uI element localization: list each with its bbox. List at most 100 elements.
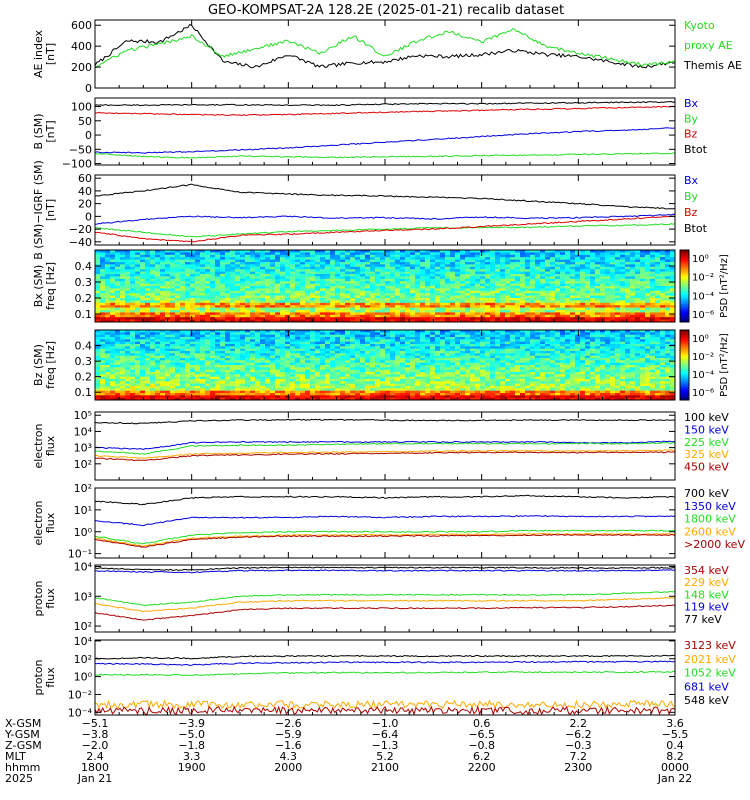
spectrogram-cell: [600, 264, 606, 268]
spectrogram-cell: [610, 257, 616, 260]
spectrogram-cell: [225, 252, 231, 256]
spectrogram-cell: [180, 250, 186, 253]
spectrogram-cell: [255, 383, 261, 387]
spectrogram-cell: [565, 269, 571, 272]
spectrogram-cell: [125, 271, 131, 275]
spectrogram-cell: [165, 355, 171, 359]
spectrogram-cell: [360, 283, 366, 287]
spectrogram-cell: [130, 266, 136, 270]
spectrogram-cell: [235, 393, 241, 396]
spectrogram-cell: [555, 259, 561, 263]
spectrogram-cell: [440, 259, 446, 263]
spectrogram-cell: [220, 269, 226, 272]
spectrogram-cell: [440, 319, 446, 323]
spectrogram-cell: [540, 317, 546, 320]
spectrogram-cell: [120, 341, 126, 345]
spectrogram-cell: [140, 257, 146, 260]
spectrogram-cell: [220, 358, 226, 361]
spectrogram-cell: [525, 319, 531, 323]
spectrogram-cell: [525, 290, 531, 294]
spectrogram-cell: [175, 307, 181, 311]
spectrogram-cell: [525, 317, 531, 320]
spectrogram-cell: [535, 250, 541, 253]
spectrogram-cell: [220, 312, 226, 316]
spectrogram-cell: [600, 300, 606, 304]
spectrogram-cell: [155, 369, 161, 373]
spectrogram-cell: [215, 254, 221, 258]
spectrogram-cell: [115, 332, 121, 336]
spectrogram-cell: [120, 319, 126, 323]
spectrogram-cell: [325, 310, 331, 313]
spectrogram-cell: [200, 319, 206, 323]
spectrogram-cell: [215, 388, 221, 392]
spectrogram-cell: [400, 305, 406, 308]
spectrogram-cell: [150, 353, 156, 357]
spectrogram-cell: [290, 314, 296, 318]
spectrogram-cell: [310, 262, 316, 265]
spectrogram-cell: [255, 295, 261, 299]
spectrogram-cell: [420, 257, 426, 260]
spectrogram-cell: [520, 295, 526, 299]
spectrogram-cell: [620, 293, 626, 296]
colorbar-segment: [680, 295, 689, 298]
spectrogram-cell: [100, 307, 106, 311]
spectrogram-cell: [255, 269, 261, 272]
spectrogram-cell: [500, 319, 506, 323]
spectrogram-cell: [290, 372, 296, 375]
spectrogram-cell: [565, 286, 571, 289]
spectrogram-cell: [485, 286, 491, 289]
spectrogram-cell: [170, 346, 176, 350]
spectrogram-cell: [485, 307, 491, 311]
spectrogram-cell: [365, 278, 371, 282]
spectrogram-cell: [170, 372, 176, 375]
spectrogram-cell: [255, 290, 261, 294]
spectrogram-cell: [120, 281, 126, 284]
spectrogram-cell: [105, 283, 111, 287]
spectrogram-cell: [530, 286, 536, 289]
spectrogram-cell: [575, 266, 581, 270]
spectrogram-cell: [465, 281, 471, 284]
spectrogram-cell: [435, 307, 441, 311]
spectrogram-cell: [430, 307, 436, 311]
spectrogram-cell: [425, 278, 431, 282]
spectrogram-cell: [530, 278, 536, 282]
spectrogram-cell: [340, 281, 346, 284]
spectrogram-cell: [405, 250, 411, 253]
spectrogram-cell: [115, 278, 121, 282]
spectrogram-cell: [100, 295, 106, 299]
spectrogram-cell: [290, 334, 296, 338]
spectrogram-cell: [410, 264, 416, 268]
spectrogram-cell: [255, 344, 261, 347]
spectrogram-cell: [285, 346, 291, 350]
spectrogram-cell: [285, 360, 291, 364]
spectrogram-cell: [115, 290, 121, 294]
spectrogram-cell: [360, 312, 366, 316]
spectrogram-cell: [160, 360, 166, 364]
spectrogram-cell: [505, 254, 511, 258]
spectrogram-cell: [230, 358, 236, 361]
spectrogram-cell: [215, 264, 221, 268]
spectrogram-cell: [305, 276, 311, 280]
spectrogram-cell: [100, 360, 106, 364]
spectrogram-cell: [290, 276, 296, 280]
spectrogram-cell: [210, 266, 216, 270]
spectrogram-cell: [405, 298, 411, 301]
spectrogram-cell: [255, 367, 261, 371]
spectrogram-cell: [200, 358, 206, 361]
y-axis-label: [nT]: [44, 120, 57, 142]
spectrogram-cell: [510, 276, 516, 280]
spectrogram-cell: [355, 307, 361, 311]
spectrogram-cell: [200, 360, 206, 364]
spectrogram-cell: [585, 310, 591, 313]
spectrogram-cell: [525, 310, 531, 313]
spectrogram-cell: [395, 283, 401, 287]
spectrogram-cell: [95, 250, 101, 253]
spectrogram-cell: [630, 298, 636, 301]
spectrogram-cell: [625, 305, 631, 308]
spectrogram-cell: [615, 254, 621, 258]
spectrogram-cell: [335, 288, 341, 292]
spectrogram-cell: [310, 252, 316, 256]
spectrogram-cell: [460, 250, 466, 253]
spectrogram-cell: [280, 334, 286, 338]
spectrogram-cell: [200, 379, 206, 382]
